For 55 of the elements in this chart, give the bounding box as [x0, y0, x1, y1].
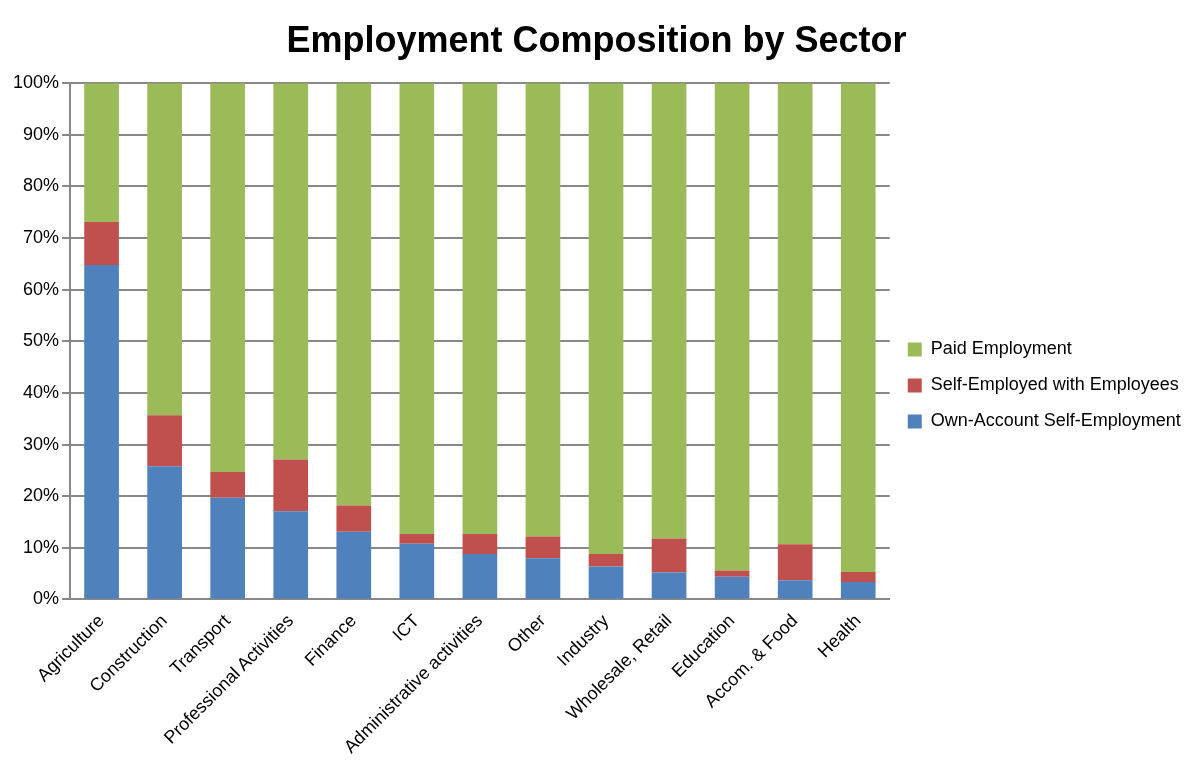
- y-tick-label: 90%: [23, 123, 60, 144]
- bar: [273, 459, 309, 512]
- bar: [84, 83, 119, 223]
- bar: [399, 543, 435, 599]
- bar: [336, 505, 372, 532]
- bar: [840, 572, 876, 582]
- bar: [525, 83, 561, 537]
- bar: [651, 538, 687, 573]
- bar: [462, 533, 498, 555]
- y-tick-label: 60%: [23, 278, 60, 299]
- bar: [336, 83, 372, 506]
- bar: [714, 576, 750, 599]
- bar: [588, 83, 624, 555]
- bar: [273, 83, 309, 460]
- y-tick-label: 20%: [23, 485, 60, 506]
- legend-label: Self-Employed with Employees: [930, 374, 1179, 395]
- bar: [525, 536, 561, 559]
- bar: [462, 554, 498, 599]
- legend-label: Paid Employment: [930, 338, 1072, 359]
- bar: [777, 544, 813, 581]
- chart-title: Employment Composition by Sector: [286, 18, 907, 60]
- y-tick-label: 100%: [12, 72, 60, 93]
- bar: [840, 83, 876, 573]
- bar: [147, 83, 182, 416]
- y-tick-label: 70%: [23, 227, 60, 248]
- bar: [588, 554, 624, 567]
- bar: [147, 415, 182, 467]
- bar: [588, 566, 624, 599]
- bar: [399, 533, 435, 544]
- bar: [399, 83, 435, 534]
- bar: [714, 570, 750, 577]
- bar: [462, 83, 498, 534]
- bar: [147, 466, 182, 599]
- bar: [777, 580, 813, 599]
- bar: [84, 222, 119, 265]
- bar: [525, 558, 561, 599]
- y-tick-label: 10%: [23, 536, 60, 557]
- x-tick-label: ICT: [388, 610, 424, 645]
- bar: [336, 531, 372, 599]
- bar: [651, 572, 687, 599]
- y-tick-label: 30%: [23, 433, 60, 454]
- y-tick-label: 50%: [23, 330, 60, 351]
- bar: [210, 497, 246, 599]
- bar: [777, 83, 813, 545]
- legend-label: Own-Account Self-Employment: [930, 410, 1181, 431]
- bar: [84, 264, 119, 599]
- bar: [210, 83, 246, 472]
- y-tick-label: 40%: [23, 381, 60, 402]
- bar: [651, 83, 687, 539]
- bar: [273, 511, 309, 599]
- bar: [210, 471, 246, 498]
- y-tick-label: 0%: [33, 588, 60, 609]
- y-tick-label: 80%: [23, 175, 60, 196]
- bar: [714, 83, 750, 571]
- bar: [840, 581, 876, 599]
